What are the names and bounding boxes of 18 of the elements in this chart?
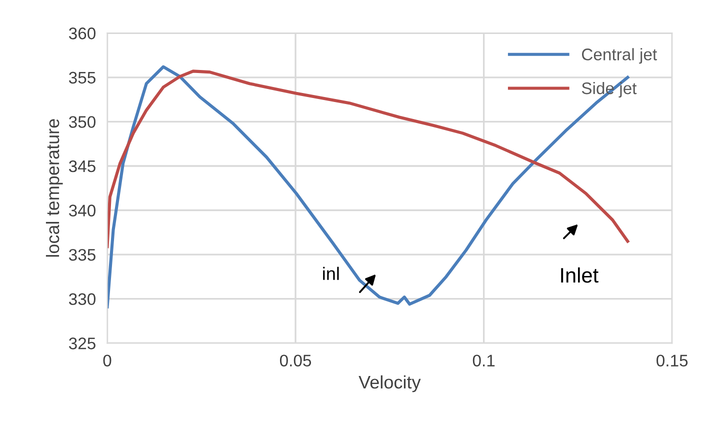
x-tick-label: 0: [103, 354, 112, 366]
annotation: Inlet: [561, 267, 598, 283]
y-tick-label: 340: [68, 204, 96, 216]
legend-label: Side jet: [582, 82, 637, 98]
x-axis-title: Velocity: [358, 375, 421, 392]
x-tick-label: 0.05: [280, 354, 312, 366]
x-tick-label: 0.15: [656, 354, 688, 366]
y-tick-label: 345: [68, 160, 96, 172]
annotation: inl: [323, 266, 339, 280]
x-tick-label: 0.1: [472, 354, 495, 366]
y-tick-label: 360: [68, 28, 96, 40]
y-tick-label: 350: [68, 116, 96, 128]
y-tick-label: 325: [68, 338, 96, 350]
legend-label: Central jet: [582, 48, 657, 64]
y-tick-label: 355: [68, 72, 96, 84]
y-tick-label: 330: [68, 293, 96, 306]
y-axis-title: local temperature: [46, 119, 63, 257]
y-tick-label: 335: [68, 248, 96, 261]
